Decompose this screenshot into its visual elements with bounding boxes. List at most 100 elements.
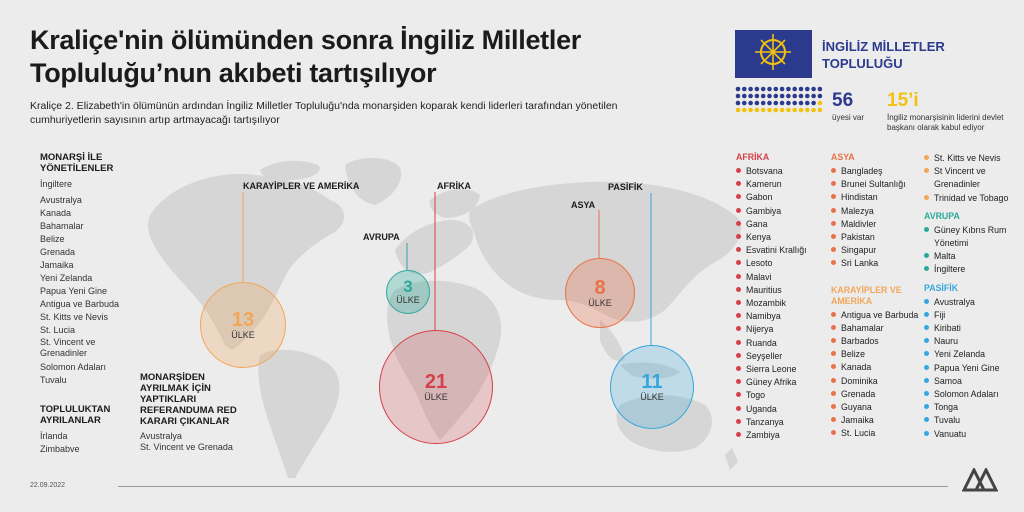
country-item: St. Lucia <box>831 427 923 440</box>
member-dot <box>760 86 766 92</box>
members-label: üyesi var <box>832 113 865 122</box>
list-item: Zimbabve <box>40 444 80 454</box>
country-item: Botsvana <box>736 165 828 178</box>
list-item: Papua Yeni Gine <box>40 286 108 296</box>
bubble-count: 13 <box>231 308 255 331</box>
referendum-section: MONARŞİDEN AYRILMAK İÇİN YAPTIKLARI REFE… <box>140 372 250 453</box>
member-dot <box>742 93 747 99</box>
member-dot <box>786 93 791 99</box>
aa-logo-icon <box>962 468 998 492</box>
member-dot <box>811 100 816 106</box>
list-item: Avustralya <box>140 431 182 441</box>
member-dot <box>792 107 797 113</box>
monarch-count: 15’i <box>887 90 919 111</box>
country-item: Zambiya <box>736 429 828 442</box>
asia-heading: ASYA <box>831 152 855 162</box>
member-dot <box>742 86 747 92</box>
country-item: Trinidad ve Tobago <box>924 192 1024 205</box>
country-item: Samoa <box>924 375 1024 388</box>
country-item: Maldivler <box>831 218 923 231</box>
member-dot <box>760 93 766 99</box>
member-dot <box>742 107 747 113</box>
country-item: Jamaika <box>831 414 923 427</box>
country-item: Lesoto <box>736 257 828 270</box>
country-item: Güney Kıbrıs Rum Yönetimi <box>924 224 1024 250</box>
panel-title: İNGİLİZ MİLLETLER TOPLULUĞU <box>822 39 945 71</box>
country-item: Antigua ve Barbuda <box>831 309 923 322</box>
region-label-pacific: PASİFİK <box>608 182 643 192</box>
member-dot <box>811 93 816 99</box>
member-dot <box>735 107 741 113</box>
bubble-count: 21 <box>424 370 448 393</box>
country-item: Yeni Zelanda <box>924 348 1024 361</box>
country-item: Bahamalar <box>831 322 923 335</box>
member-dot <box>742 100 747 106</box>
monarchy-list: İngiltere Avustralya Kanada Bahamalar Be… <box>40 178 140 387</box>
list-item: Avustralya <box>40 195 82 205</box>
country-item: Gabon <box>736 191 828 204</box>
list-item: Grenada <box>40 247 76 257</box>
page-subtitle: Kraliçe 2. Elizabeth'in ölümünün ardında… <box>30 100 618 126</box>
country-item: Tanzanya <box>736 416 828 429</box>
country-item: Kanada <box>831 361 923 374</box>
member-dot <box>779 100 785 106</box>
country-item: Nauru <box>924 335 1024 348</box>
list-item: Kanada <box>40 208 72 218</box>
country-item: Kamerun <box>736 178 828 191</box>
member-dot <box>786 86 791 92</box>
member-dot <box>792 93 797 99</box>
bubble-count: 3 <box>403 277 413 296</box>
country-item: Kiribati <box>924 322 1024 335</box>
country-item: Sri Lanka <box>831 257 923 270</box>
country-item: St Vincent ve Grenadinler <box>924 165 1024 191</box>
list-item: Bahamalar <box>40 221 84 231</box>
referendum-heading: MONARŞİDEN AYRILMAK İÇİN YAPTIKLARI REFE… <box>140 372 237 427</box>
member-dot <box>748 107 753 113</box>
member-dot <box>767 100 772 106</box>
member-dots-graphic <box>735 86 823 113</box>
member-dot <box>754 86 760 92</box>
member-dot <box>805 107 810 113</box>
list-item: Tuvalu <box>40 375 67 385</box>
country-item: Esvatini Krallığı <box>736 244 828 257</box>
country-item: Sierra Leone <box>736 363 828 376</box>
country-item: Vanuatu <box>924 428 1024 441</box>
member-dot <box>811 107 816 113</box>
country-item: Singapur <box>831 244 923 257</box>
member-dot <box>754 107 760 113</box>
country-item: Seyşeller <box>736 350 828 363</box>
member-dot <box>786 100 791 106</box>
country-item: Dominika <box>831 375 923 388</box>
country-item: Avustralya <box>924 296 1024 309</box>
member-dot <box>735 100 741 106</box>
africa-list: AFRİKA Botsvana Kamerun Gabon Gambiya Gana Ke… <box>736 152 828 442</box>
member-dot <box>767 93 772 99</box>
member-dot <box>811 86 816 92</box>
country-item: Malavi <box>736 271 828 284</box>
bubble-unit: ÜLKE <box>231 329 255 340</box>
member-dot <box>754 93 760 99</box>
member-dot <box>773 107 779 113</box>
bubble-asia: 8 ÜLKE <box>565 258 635 328</box>
country-item: Gambiya <box>736 205 828 218</box>
member-dot <box>779 93 785 99</box>
country-item: Grenada <box>831 388 923 401</box>
bubble-count: 8 <box>594 276 606 299</box>
country-item: Bangladeş <box>831 165 923 178</box>
country-item: Kenya <box>736 231 828 244</box>
country-item: Mauritius <box>736 284 828 297</box>
country-item: Ruanda <box>736 337 828 350</box>
monarchy-section: MONARŞİ İLE YÖNETİLENLER İngiltere Avust… <box>40 152 140 387</box>
country-item: Tonga <box>924 401 1024 414</box>
country-item: Pakistan <box>831 231 923 244</box>
bubble-unit: ÜLKE <box>424 391 448 402</box>
list-item: St. Vincent ve Grenadinler <box>40 337 96 358</box>
bubble-europe: 3 ÜLKE <box>386 270 430 314</box>
member-dot <box>792 100 797 106</box>
bubble-count: 11 <box>641 370 663 393</box>
member-dot <box>786 107 791 113</box>
member-dot <box>805 86 810 92</box>
member-dot <box>805 100 810 106</box>
member-dot <box>735 93 741 99</box>
country-item: Uganda <box>736 403 828 416</box>
